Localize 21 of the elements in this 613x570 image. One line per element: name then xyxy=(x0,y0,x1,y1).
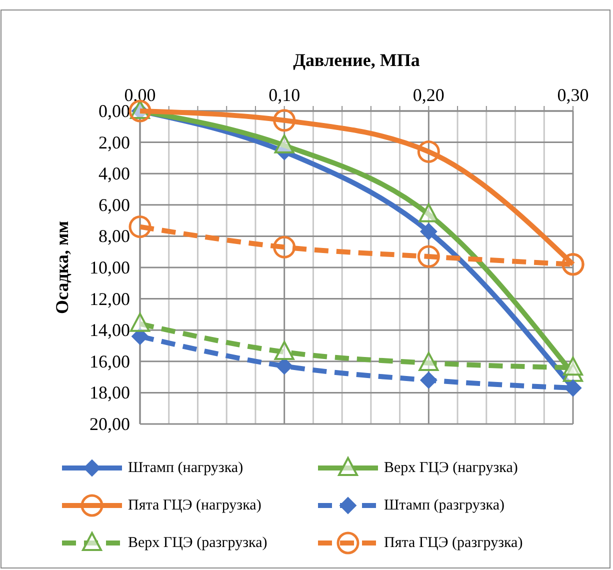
y-axis-title: Осадка, мм xyxy=(52,221,72,314)
y-tick-label: 8,00 xyxy=(98,226,130,246)
legend-label: Пята ГЦЭ (нагрузка) xyxy=(128,498,262,514)
legend-label: Пята ГЦЭ (разгрузка) xyxy=(384,535,523,551)
x-tick-label: 0,30 xyxy=(557,85,589,105)
legend-label: Штамп (разгрузка) xyxy=(384,498,504,514)
y-tick-label: 20,00 xyxy=(90,414,130,434)
y-tick-label: 10,00 xyxy=(90,258,130,278)
y-tick-label: 12,00 xyxy=(90,288,130,309)
y-tick-label: 6,00 xyxy=(98,194,130,215)
x-tick-label: 0,10 xyxy=(268,85,300,105)
y-tick-label: 2,00 xyxy=(98,132,130,152)
y-tick-label: 14,00 xyxy=(90,320,130,340)
x-tick-label: 0,20 xyxy=(412,85,444,105)
y-tick-label: 4,00 xyxy=(98,164,130,184)
y-tick-label: 16,00 xyxy=(90,351,130,372)
legend-label: Верх ГЦЭ (нагрузка) xyxy=(384,460,518,476)
legend-label: Штамп (нагрузка) xyxy=(128,460,244,476)
x-axis-title: Давление, МПа xyxy=(293,50,420,70)
y-tick-label: 18,00 xyxy=(90,382,130,403)
legend-label: Верх ГЦЭ (разгрузка) xyxy=(128,535,268,551)
